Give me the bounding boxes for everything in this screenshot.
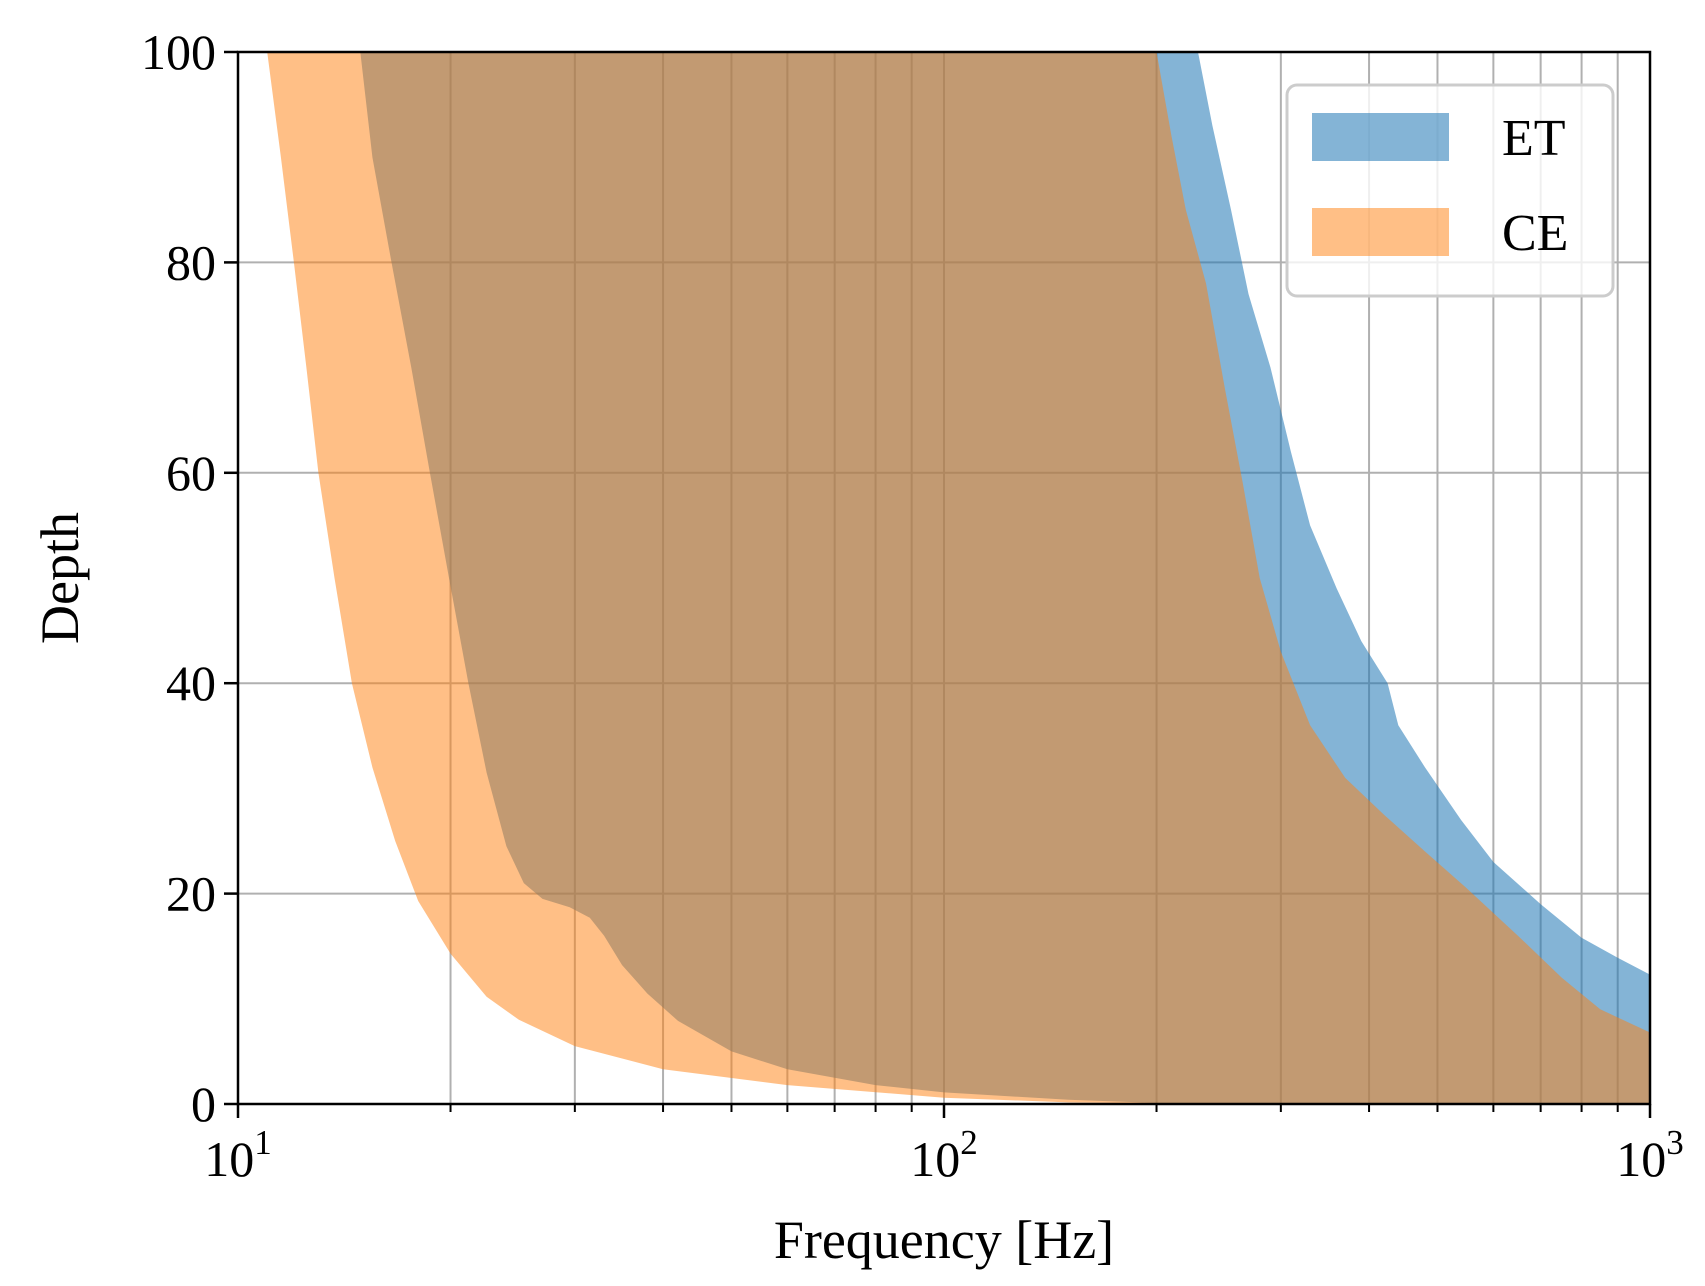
- y-tick-label: 40: [166, 655, 216, 711]
- y-tick-label: 80: [166, 234, 216, 290]
- y-tick-label: 20: [166, 866, 216, 922]
- legend-label-ce: CE: [1502, 205, 1568, 262]
- legend-label-et: ET: [1502, 110, 1566, 167]
- series-areas: [267, 52, 1650, 1104]
- area-ce: [267, 52, 1650, 1104]
- tick-labels: 101 102 103 0 20 40 60 80 100: [141, 24, 1684, 1187]
- x-tick-label: 101: [204, 1123, 272, 1187]
- x-axis-label: Frequency [Hz]: [774, 1210, 1114, 1270]
- legend: ET CE: [1285, 83, 1615, 298]
- y-tick-label: 100: [141, 24, 216, 80]
- tick-marks: [224, 50, 1652, 1118]
- x-tick-label: 103: [1616, 1123, 1684, 1187]
- legend-swatch-ce: [1312, 208, 1449, 256]
- y-axis-label: Depth: [30, 512, 90, 644]
- y-tick-label: 60: [166, 445, 216, 501]
- legend-swatch-et: [1312, 113, 1449, 161]
- x-tick-label: 102: [910, 1123, 978, 1187]
- y-tick-label: 0: [191, 1076, 216, 1132]
